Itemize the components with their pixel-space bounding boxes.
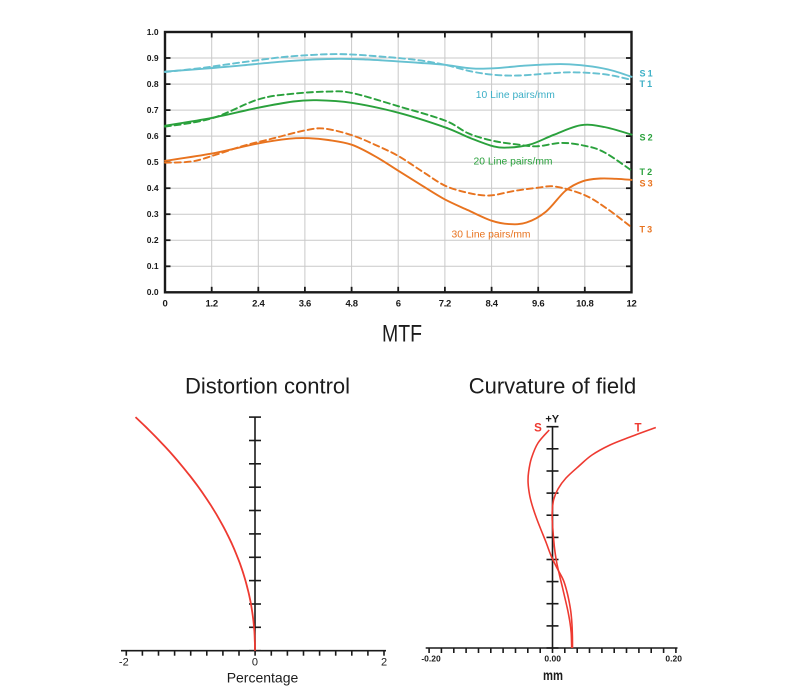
svg-text:-2: -2: [119, 657, 129, 669]
svg-text:12: 12: [627, 298, 637, 309]
svg-text:10.8: 10.8: [576, 298, 593, 309]
svg-text:0.3: 0.3: [147, 209, 159, 219]
svg-text:T 2: T 2: [640, 167, 653, 177]
svg-text:1.2: 1.2: [206, 298, 218, 309]
svg-text:8.4: 8.4: [485, 298, 498, 309]
svg-text:0.00: 0.00: [544, 653, 561, 663]
svg-text:T: T: [634, 423, 641, 435]
svg-text:0: 0: [252, 657, 258, 669]
svg-text:6: 6: [396, 298, 401, 309]
svg-text:mm: mm: [543, 667, 563, 683]
svg-text:1.0: 1.0: [147, 27, 159, 37]
svg-text:0.7: 0.7: [147, 105, 159, 115]
svg-text:0: 0: [163, 298, 168, 309]
svg-text:S 1: S 1: [640, 68, 653, 78]
svg-text:Percentage: Percentage: [227, 669, 299, 685]
svg-text:30 Line pairs/mm: 30 Line pairs/mm: [452, 230, 531, 241]
svg-text:10 Line pairs/mm: 10 Line pairs/mm: [476, 90, 555, 101]
svg-text:0.4: 0.4: [147, 183, 159, 193]
svg-text:0.20: 0.20: [665, 653, 682, 663]
svg-text:0.1: 0.1: [147, 261, 159, 271]
svg-text:0.2: 0.2: [147, 235, 159, 245]
svg-text:0.5: 0.5: [147, 157, 159, 167]
svg-text:2.4: 2.4: [252, 298, 265, 309]
svg-text:T 3: T 3: [640, 225, 653, 235]
svg-text:Curvature of field: Curvature of field: [469, 373, 637, 398]
svg-text:-0.20: -0.20: [421, 653, 441, 663]
svg-text:2: 2: [381, 657, 387, 669]
svg-text:T 1: T 1: [640, 79, 653, 89]
svg-text:0.8: 0.8: [147, 79, 159, 89]
svg-text:S: S: [534, 423, 542, 435]
svg-text:MTF: MTF: [382, 321, 422, 348]
svg-text:+Y: +Y: [545, 414, 559, 426]
svg-text:3.6: 3.6: [299, 298, 311, 309]
svg-text:0.9: 0.9: [147, 53, 159, 63]
svg-text:Distortion control: Distortion control: [185, 373, 350, 398]
svg-text:9.6: 9.6: [532, 298, 544, 309]
svg-text:0.6: 0.6: [147, 131, 159, 141]
svg-text:7.2: 7.2: [439, 298, 451, 309]
svg-text:20 Line pairs/mm: 20 Line pairs/mm: [474, 157, 553, 168]
svg-text:4.8: 4.8: [345, 298, 357, 309]
svg-text:S 2: S 2: [640, 132, 653, 142]
svg-text:S 3: S 3: [640, 178, 653, 188]
svg-text:0.0: 0.0: [147, 287, 159, 297]
